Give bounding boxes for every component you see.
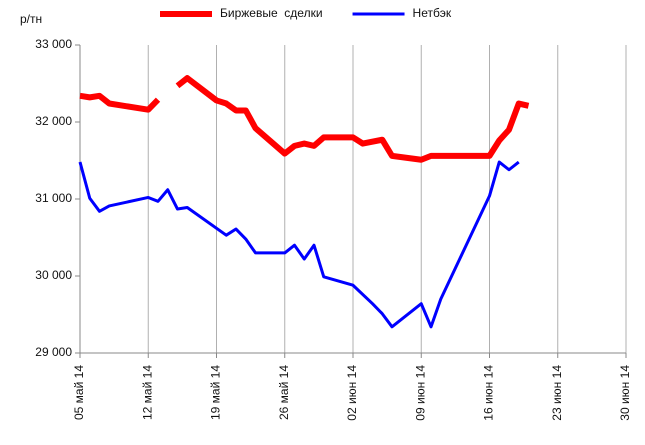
legend-label: Нетбэк [413, 6, 452, 20]
x-tick-label: 05 май 14 [72, 365, 86, 420]
y-tick-label: 31 000 [35, 191, 72, 205]
x-tick-label: 02 июн 14 [345, 365, 359, 421]
series-line [79, 75, 530, 163]
y-axis-label: р/тн [20, 12, 42, 26]
x-tick-label: 16 июн 14 [482, 365, 496, 421]
y-tick-label: 32 000 [35, 114, 72, 128]
legend-label: Биржевые сделки [220, 6, 323, 20]
x-tick-label: 19 май 14 [209, 365, 223, 420]
x-tick-label: 09 июн 14 [413, 365, 427, 421]
y-tick-label: 30 000 [35, 268, 72, 282]
series-line [78, 160, 520, 329]
y-tick-label: 33 000 [35, 37, 72, 51]
x-tick-label: 26 май 14 [277, 365, 291, 420]
x-tick-label: 23 июн 14 [550, 365, 564, 421]
x-tick-label: 12 май 14 [140, 365, 154, 420]
y-tick-label: 29 000 [35, 345, 72, 359]
x-tick-label: 30 июн 14 [618, 365, 632, 421]
